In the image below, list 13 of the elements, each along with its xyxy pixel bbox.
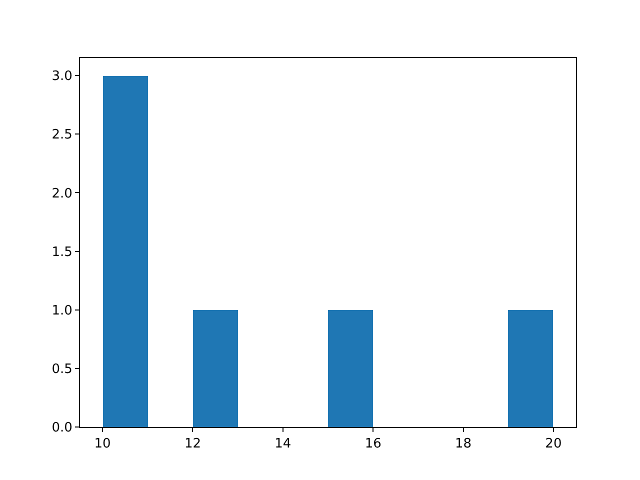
y-tick-label: 2.0: [52, 186, 72, 202]
x-tick-label: 12: [184, 436, 202, 452]
y-tick-label: 1.0: [52, 303, 72, 318]
y-tick-label: 1.5: [52, 244, 72, 260]
x-tick-label: 18: [454, 436, 472, 452]
y-tick-label: 0.0: [52, 420, 72, 436]
x-tick-label: 16: [364, 436, 382, 452]
y-tick-label: 3.0: [52, 69, 72, 84]
x-tick-label: 14: [274, 436, 292, 452]
x-tick-label: 20: [545, 436, 562, 452]
y-tick-label: 2.5: [52, 128, 72, 143]
x-tick-label: 10: [94, 436, 111, 452]
y-tick-label: 0.5: [52, 362, 72, 377]
